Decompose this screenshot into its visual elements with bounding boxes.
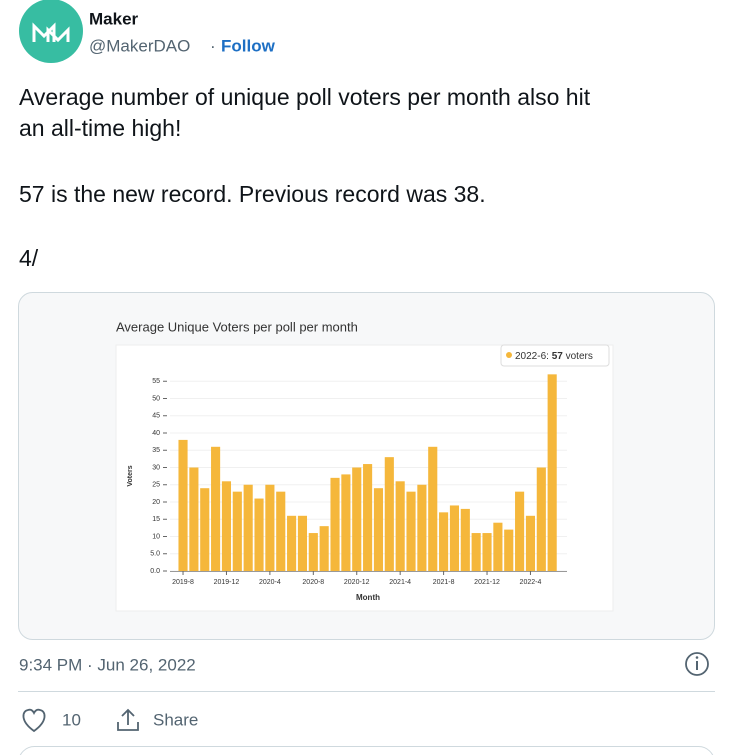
x-axis-label: Month — [356, 593, 380, 602]
bar — [221, 481, 232, 571]
reply-box[interactable] — [19, 746, 715, 755]
bar — [178, 439, 188, 571]
x-tick-label: 2021-12 — [474, 579, 500, 586]
bar — [493, 522, 503, 571]
bar — [319, 526, 329, 571]
separator: · — [210, 36, 216, 55]
x-tick-label: 2020-4 — [259, 579, 281, 586]
tooltip — [500, 344, 610, 367]
tooltip-suffix: voters — [566, 351, 593, 362]
tweet-text: Average number of unique poll voters per… — [19, 84, 591, 110]
chart-title: Average Unique Voters per poll per month — [116, 319, 358, 334]
bar — [536, 467, 546, 571]
y-tick-label: 5.0 — [150, 551, 160, 558]
bar — [352, 467, 362, 571]
tooltip-label: 2022-6: — [515, 351, 549, 362]
bar — [287, 515, 297, 571]
bar — [373, 488, 384, 571]
follow-button[interactable]: Follow — [221, 36, 276, 55]
bar — [341, 474, 351, 571]
bar — [482, 533, 492, 571]
bar — [232, 491, 242, 571]
bar — [547, 374, 557, 571]
y-axis-label: Voters — [127, 465, 134, 486]
bar — [243, 484, 253, 571]
y-tick-label: 35 — [152, 447, 160, 454]
y-tick-label: 30 — [152, 464, 160, 471]
share-icon[interactable] — [117, 708, 139, 731]
x-tick-label: 2020-8 — [302, 579, 324, 586]
bar — [265, 484, 275, 571]
bar — [439, 512, 449, 571]
bar — [395, 481, 405, 571]
x-tick-label: 2020-12 — [344, 579, 370, 586]
bar — [417, 484, 427, 571]
y-tick-label: 55 — [152, 378, 160, 385]
bar — [384, 457, 394, 571]
y-tick-label: 45 — [152, 413, 160, 420]
tweet-text: 4/ — [19, 245, 39, 271]
bar — [200, 488, 210, 571]
author-handle[interactable]: @MakerDAO — [89, 36, 190, 55]
bar — [428, 446, 438, 571]
bar — [525, 515, 536, 571]
bar — [211, 446, 221, 571]
x-tick-label: 2021-4 — [389, 579, 411, 586]
share-label[interactable]: Share — [153, 710, 198, 729]
y-tick-label: 10 — [152, 533, 160, 540]
x-tick-label: 2021-8 — [433, 579, 455, 586]
y-tick-label: 40 — [152, 430, 160, 437]
plot: 0.0 5.0 10 15 20 25 30 35 40 45 50 55 2019-8 2019-12 2… — [150, 374, 567, 586]
bar — [504, 529, 514, 571]
tooltip-value: 57 — [552, 351, 564, 362]
y-tick-label: 50 — [152, 395, 160, 402]
author-name[interactable]: Maker — [89, 9, 139, 28]
x-tick-label: 2022-4 — [520, 579, 542, 586]
timestamp[interactable]: 9:34 PM · Jun 26, 2022 — [19, 655, 196, 674]
y-tick-label: 15 — [152, 516, 160, 523]
bar — [460, 508, 470, 571]
tweet-text: 57 is the new record. Previous record wa… — [19, 181, 486, 207]
bar — [254, 498, 264, 571]
bar — [297, 515, 308, 571]
y-tick-label: 25 — [152, 482, 160, 489]
bar — [276, 491, 286, 571]
like-icon[interactable] — [22, 708, 46, 733]
bar — [515, 491, 525, 571]
bar — [363, 464, 373, 571]
bar — [189, 467, 199, 571]
info-icon[interactable] — [685, 652, 709, 676]
like-count: 10 — [62, 710, 81, 729]
x-tick-label: 2019-12 — [214, 579, 240, 586]
bar — [471, 533, 481, 571]
y-tick-label: 0.0 — [150, 568, 160, 575]
y-tick-label: 20 — [152, 499, 160, 506]
bar — [330, 477, 340, 571]
tooltip-text: 2022-6: 57 voters — [515, 351, 593, 362]
tweet-text: an all-time high! — [19, 115, 181, 141]
bar — [308, 533, 318, 571]
avatar-logo — [32, 22, 70, 43]
tooltip-dot — [506, 352, 512, 358]
bar — [406, 491, 416, 571]
x-tick-label: 2019-8 — [172, 579, 194, 586]
bar — [449, 505, 460, 571]
